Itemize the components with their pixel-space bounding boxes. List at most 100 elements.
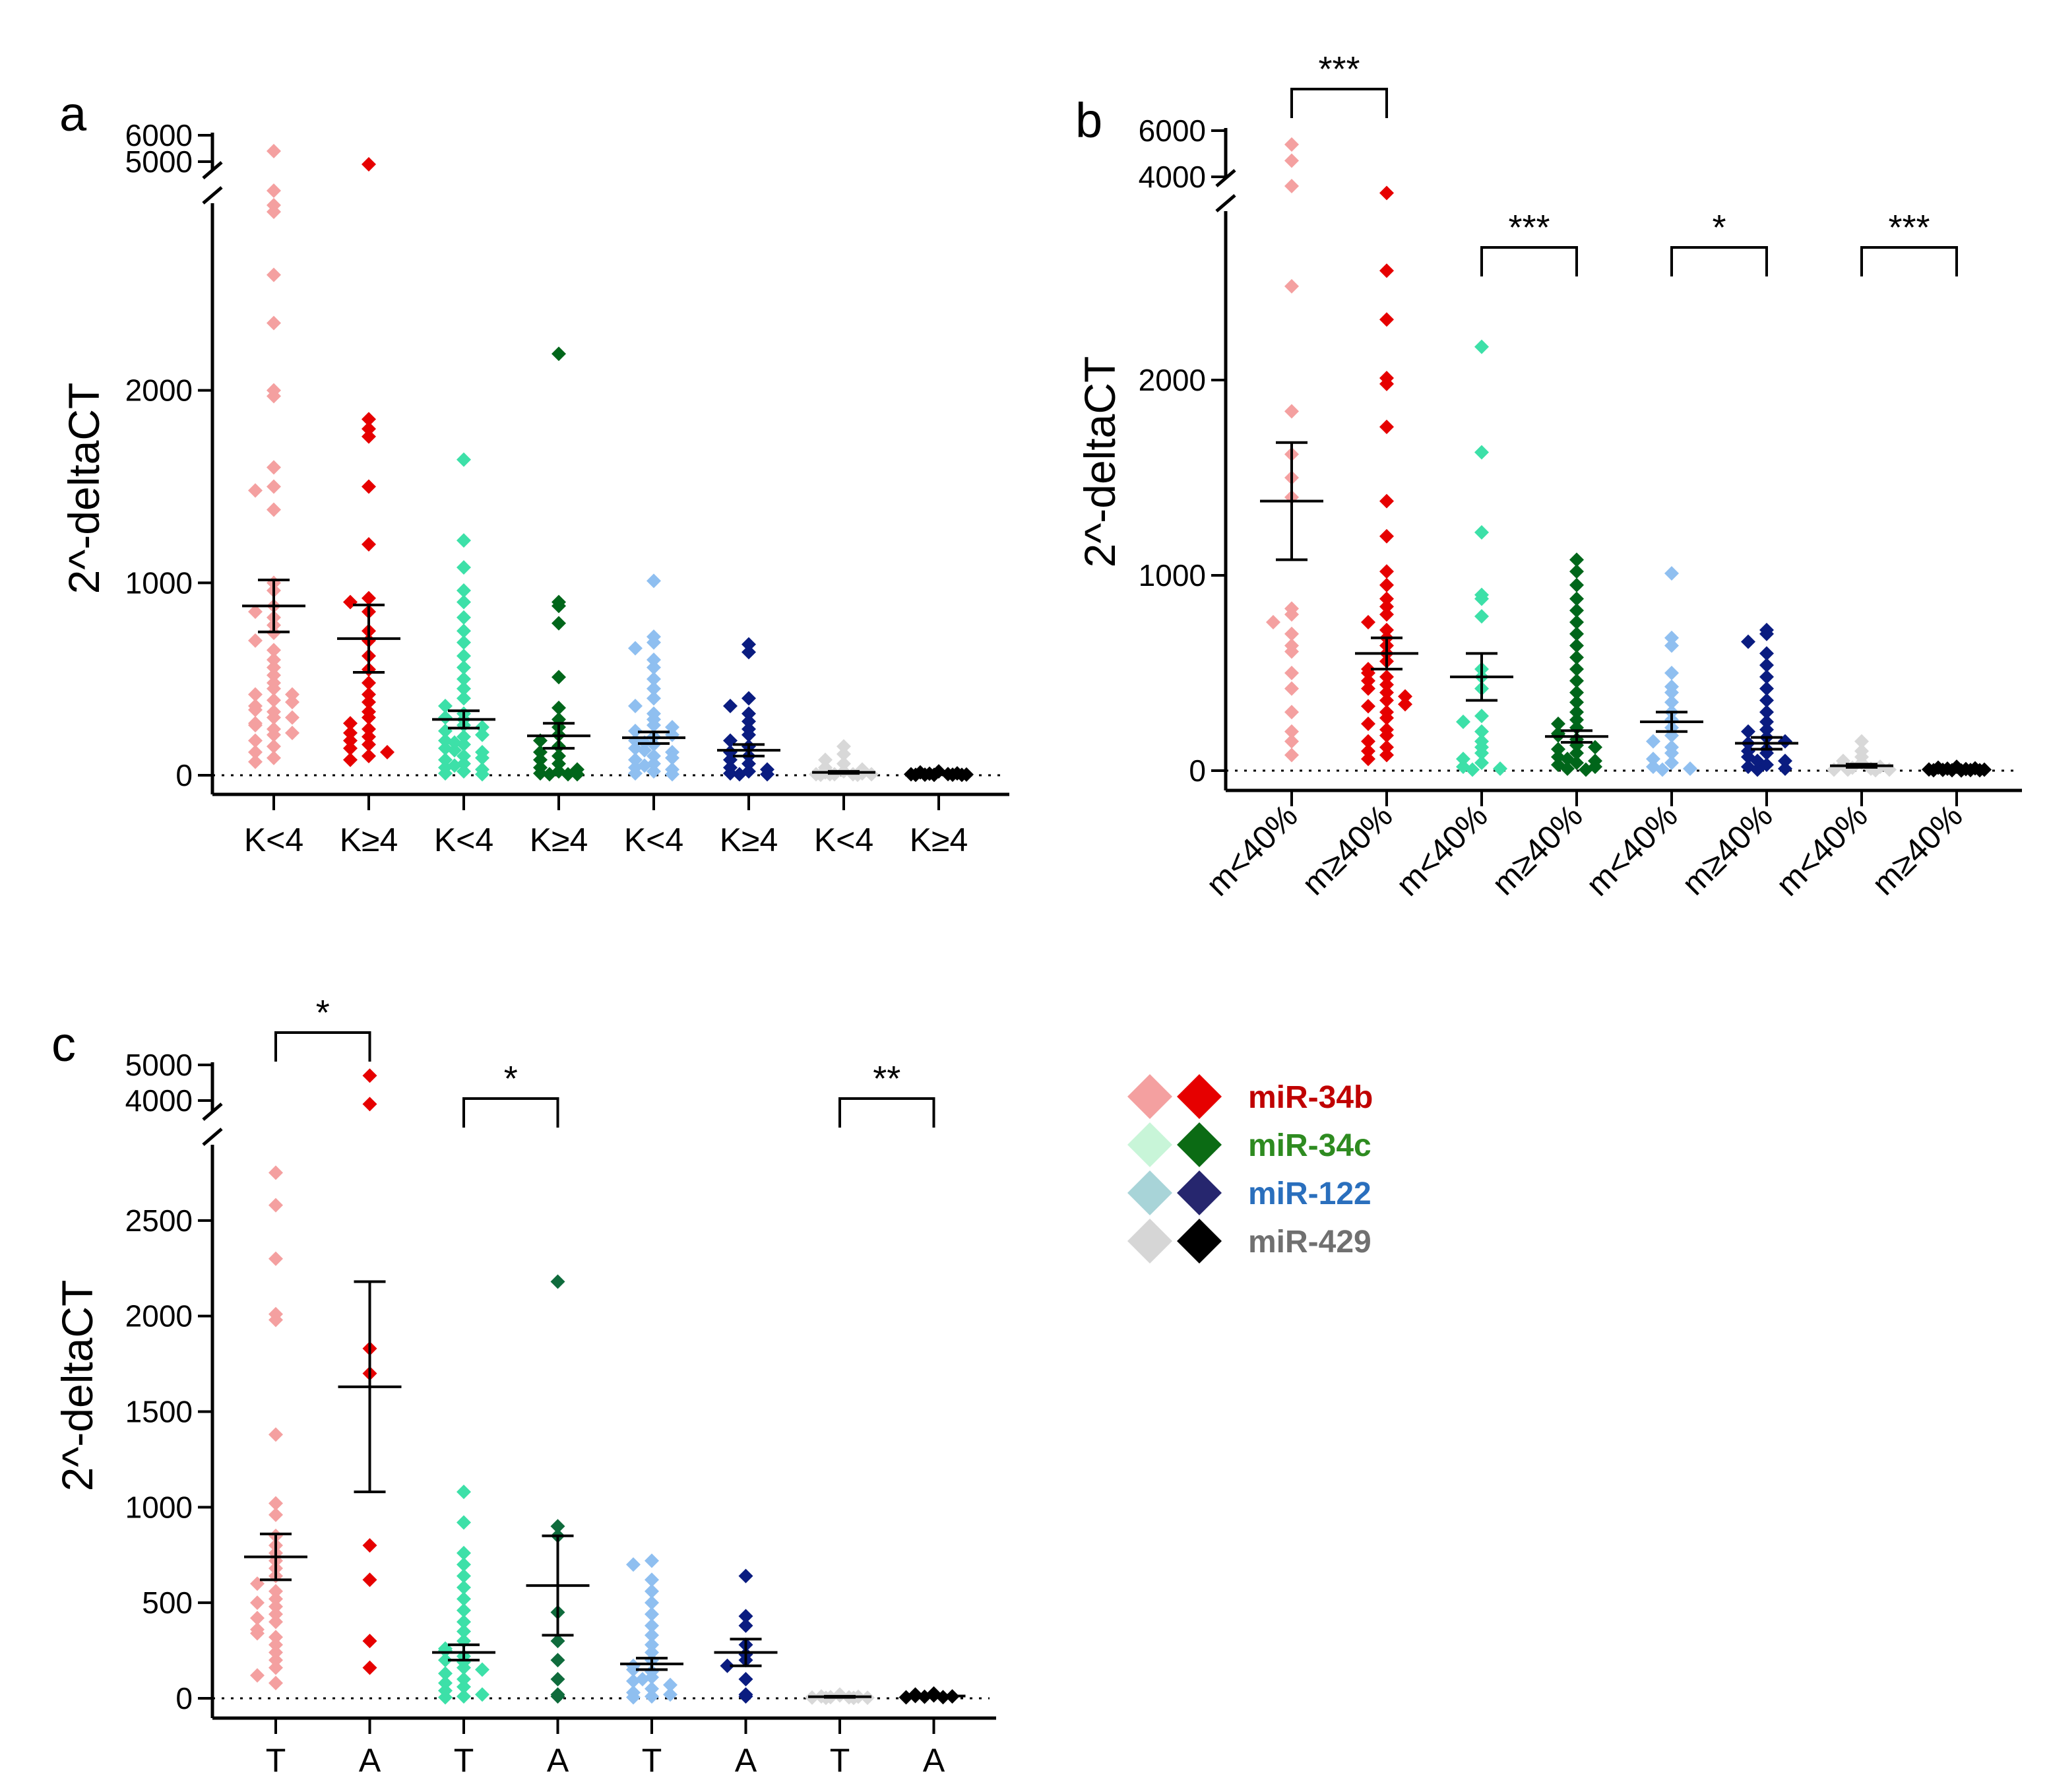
data-point	[646, 672, 661, 687]
data-point	[550, 1653, 565, 1668]
data-point	[267, 479, 281, 494]
data-point	[1759, 705, 1774, 720]
data-point	[457, 672, 471, 687]
data-point	[362, 429, 376, 444]
data-point	[1474, 724, 1489, 739]
y-axis-label: 2^-deltaCT	[1075, 356, 1124, 568]
data-point	[248, 745, 263, 759]
data-point	[1778, 761, 1792, 777]
data-point	[250, 1595, 265, 1611]
data-point	[1379, 591, 1394, 606]
data-point	[738, 1618, 753, 1633]
data-point	[457, 1672, 471, 1687]
data-point	[1284, 748, 1299, 763]
series-mir-34b-group2	[337, 157, 400, 767]
data-point	[1379, 599, 1394, 614]
data-point	[1284, 404, 1299, 419]
data-point	[475, 720, 489, 735]
data-point	[1474, 755, 1489, 771]
data-point	[457, 691, 471, 706]
series-mir-34c-group1	[432, 452, 495, 782]
y-tick-label: 6000	[1139, 113, 1206, 148]
x-tick-label: A	[359, 1742, 381, 1779]
data-point	[645, 1572, 659, 1587]
significance-bracket	[1290, 88, 1388, 118]
data-point	[1379, 748, 1394, 763]
data-point	[457, 1615, 471, 1630]
data-point	[1284, 681, 1299, 696]
x-tick-label: A	[547, 1742, 569, 1779]
data-point	[1741, 724, 1755, 739]
data-point	[836, 756, 851, 771]
significance-label: ***	[1888, 208, 1930, 247]
data-point	[267, 681, 281, 696]
data-point	[1379, 312, 1394, 327]
data-point	[343, 716, 358, 731]
significance-label: *	[1712, 208, 1726, 247]
data-point	[457, 1603, 471, 1618]
data-point	[268, 1165, 283, 1180]
data-point	[343, 594, 358, 610]
data-point	[1664, 685, 1679, 700]
data-point	[732, 767, 747, 782]
significance-label: ***	[1508, 208, 1550, 247]
legend-label: miR-34b	[1248, 1080, 1373, 1115]
data-point	[1569, 685, 1584, 700]
data-point	[1551, 716, 1565, 731]
data-point	[1551, 750, 1565, 765]
data-point	[268, 1591, 283, 1607]
data-point	[248, 687, 263, 702]
data-point	[818, 752, 833, 767]
data-point	[1284, 278, 1299, 294]
y-tick-label: 2500	[125, 1203, 193, 1238]
data-point	[1664, 638, 1679, 653]
data-point	[268, 1607, 283, 1622]
significance-bracket	[1860, 246, 1958, 276]
data-point	[1379, 263, 1394, 278]
data-point	[720, 1658, 735, 1673]
data-point	[457, 764, 471, 779]
data-point	[267, 739, 281, 754]
data-point	[738, 1689, 753, 1704]
data-point	[723, 699, 738, 713]
data-point	[637, 743, 652, 758]
data-point	[268, 1599, 283, 1614]
data-point	[552, 616, 566, 631]
data-point	[561, 767, 575, 782]
data-point	[626, 1557, 641, 1572]
data-point	[362, 1572, 377, 1587]
data-point	[645, 1595, 659, 1611]
x-tick-label: K<4	[434, 821, 493, 858]
data-point	[1361, 716, 1375, 731]
data-point	[267, 389, 281, 404]
data-point	[760, 767, 774, 782]
series-mir-34c-group2	[526, 1274, 590, 1704]
data-point	[362, 537, 376, 552]
data-point	[457, 1485, 471, 1500]
legend-swatch-dark	[1177, 1074, 1222, 1119]
data-point	[362, 710, 376, 725]
data-point	[645, 1553, 659, 1568]
data-point	[267, 502, 281, 517]
data-point	[267, 668, 281, 683]
x-tick-label: A	[923, 1742, 945, 1779]
data-point	[1379, 607, 1394, 622]
data-point	[645, 1628, 659, 1643]
data-point	[457, 1580, 471, 1595]
data-point	[1284, 626, 1299, 641]
data-point	[1361, 752, 1375, 767]
data-point	[1759, 669, 1774, 684]
y-tick-label: 2000	[125, 373, 193, 408]
data-point	[738, 1568, 753, 1584]
y-tick-label: 4000	[1139, 160, 1206, 194]
data-point	[268, 1675, 283, 1690]
legend-label: miR-34c	[1248, 1128, 1371, 1163]
data-point	[741, 645, 756, 660]
data-point	[475, 1687, 489, 1702]
y-tick-label: 0	[175, 1681, 193, 1715]
data-point	[1361, 744, 1375, 759]
data-point	[343, 741, 358, 756]
legend-label: miR-429	[1248, 1225, 1371, 1260]
data-point	[1284, 179, 1299, 193]
